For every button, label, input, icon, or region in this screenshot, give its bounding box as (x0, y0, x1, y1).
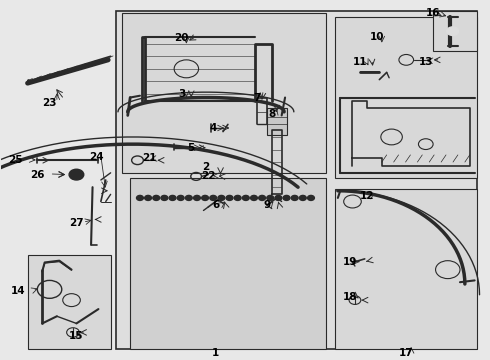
Text: 9: 9 (264, 200, 270, 210)
Circle shape (145, 195, 151, 201)
FancyBboxPatch shape (116, 12, 477, 348)
Text: 14: 14 (10, 286, 25, 296)
FancyBboxPatch shape (267, 108, 287, 135)
Text: 20: 20 (174, 33, 189, 43)
Text: 12: 12 (360, 191, 374, 201)
Text: 24: 24 (89, 152, 103, 162)
Circle shape (243, 195, 249, 201)
Text: 22: 22 (201, 171, 216, 181)
Circle shape (283, 195, 290, 201)
Text: 21: 21 (143, 153, 157, 163)
Text: 25: 25 (8, 155, 23, 165)
Circle shape (218, 195, 225, 201)
Circle shape (69, 169, 84, 180)
Circle shape (308, 195, 315, 201)
FancyBboxPatch shape (335, 17, 477, 178)
Text: 11: 11 (353, 57, 367, 67)
FancyBboxPatch shape (433, 12, 477, 51)
Text: 4: 4 (210, 123, 217, 133)
Circle shape (259, 195, 266, 201)
Circle shape (267, 195, 274, 201)
Circle shape (210, 195, 217, 201)
FancyBboxPatch shape (27, 255, 111, 348)
Text: 18: 18 (343, 292, 357, 302)
Text: 19: 19 (343, 257, 357, 267)
Text: 27: 27 (69, 218, 84, 228)
FancyBboxPatch shape (335, 189, 477, 348)
Circle shape (169, 195, 176, 201)
Circle shape (234, 195, 241, 201)
Text: 3: 3 (178, 89, 185, 99)
Circle shape (275, 195, 282, 201)
FancyBboxPatch shape (130, 178, 326, 348)
Circle shape (202, 195, 209, 201)
Circle shape (137, 195, 144, 201)
FancyBboxPatch shape (122, 13, 326, 173)
Text: 13: 13 (418, 57, 433, 67)
Text: 2: 2 (202, 162, 210, 172)
Text: 10: 10 (369, 32, 384, 41)
Text: 1: 1 (212, 348, 220, 358)
Text: 6: 6 (212, 200, 220, 210)
Circle shape (161, 195, 168, 201)
Circle shape (250, 195, 257, 201)
Text: 5: 5 (188, 143, 195, 153)
Circle shape (185, 195, 192, 201)
Circle shape (177, 195, 184, 201)
Circle shape (447, 27, 459, 36)
Text: 17: 17 (399, 348, 414, 358)
Circle shape (299, 195, 306, 201)
Circle shape (226, 195, 233, 201)
Text: 16: 16 (426, 8, 441, 18)
Circle shape (291, 195, 298, 201)
Text: 15: 15 (69, 331, 84, 341)
Circle shape (194, 195, 200, 201)
Text: 8: 8 (268, 109, 275, 119)
Text: 7: 7 (253, 93, 261, 103)
Text: 23: 23 (42, 98, 57, 108)
Circle shape (153, 195, 160, 201)
Text: 26: 26 (30, 170, 45, 180)
